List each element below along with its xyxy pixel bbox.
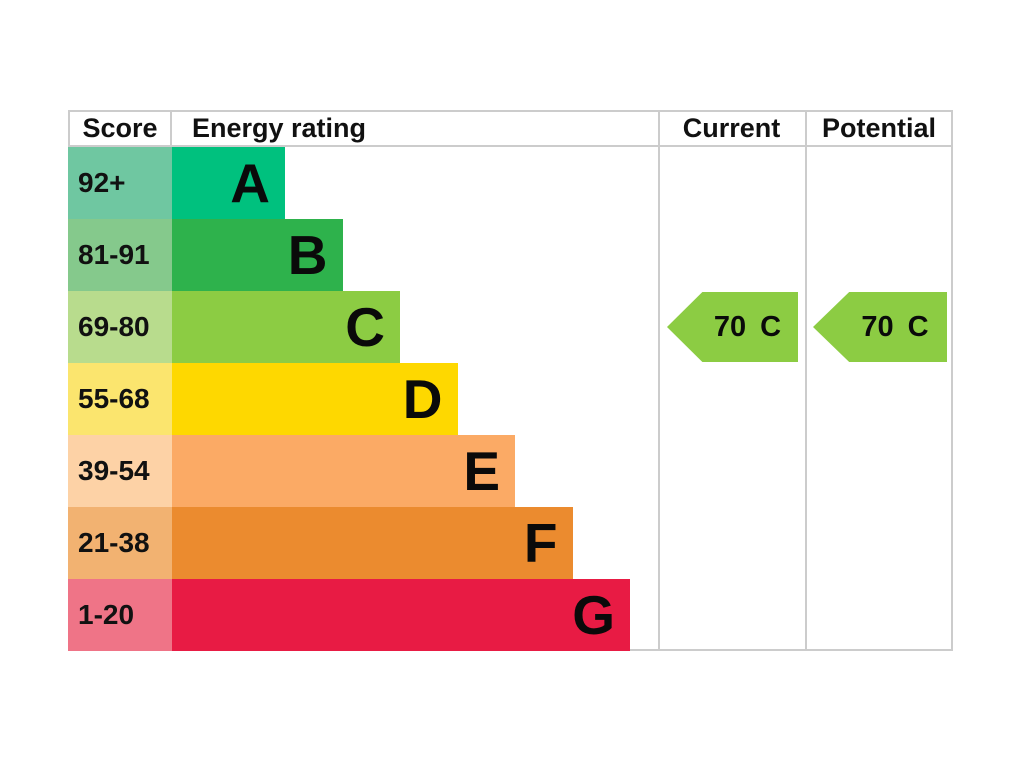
- score-cell: 39-54: [68, 435, 172, 507]
- rating-bar: G: [172, 579, 630, 651]
- rating-bar: E: [172, 435, 515, 507]
- band-row: 21-38 F: [68, 507, 953, 579]
- rating-bar: D: [172, 363, 458, 435]
- band-row: 92+ A: [68, 147, 953, 219]
- potential-rating-band: C: [907, 310, 929, 343]
- header-score: Score: [68, 112, 172, 145]
- potential-rating-value: 70: [861, 310, 894, 343]
- column-divider-current: [658, 110, 660, 651]
- header-current: Current: [682, 113, 781, 143]
- score-cell: 92+: [68, 147, 172, 219]
- score-cell: 55-68: [68, 363, 172, 435]
- current-rating-band: C: [760, 310, 782, 343]
- band-row: 39-54 E: [68, 435, 953, 507]
- band-row: 81-91 B: [68, 219, 953, 291]
- rating-bar: B: [172, 219, 343, 291]
- rating-bar: A: [172, 147, 285, 219]
- rating-bar: C: [172, 291, 400, 363]
- band-rows: 92+ A 81-91 B 69-80 C 55-68 D 39-54 E 21…: [68, 147, 953, 651]
- current-rating-value: 70: [713, 310, 747, 343]
- column-divider-potential: [805, 110, 807, 651]
- score-cell: 81-91: [68, 219, 172, 291]
- band-row: 1-20 G: [68, 579, 953, 651]
- band-row: 69-80 C: [68, 291, 953, 363]
- epc-rating-table: Score Energy rating Current Potential 92…: [68, 110, 953, 651]
- rating-bar: F: [172, 507, 573, 579]
- table-right-border: [951, 110, 953, 651]
- score-cell: 1-20: [68, 579, 172, 651]
- score-cell: 69-80: [68, 291, 172, 363]
- band-row: 55-68 D: [68, 363, 953, 435]
- table-header-row: Score Energy rating Current Potential: [68, 110, 953, 147]
- header-energy-rating: Energy rating: [192, 113, 367, 143]
- header-potential: Potential: [821, 113, 936, 143]
- score-cell: 21-38: [68, 507, 172, 579]
